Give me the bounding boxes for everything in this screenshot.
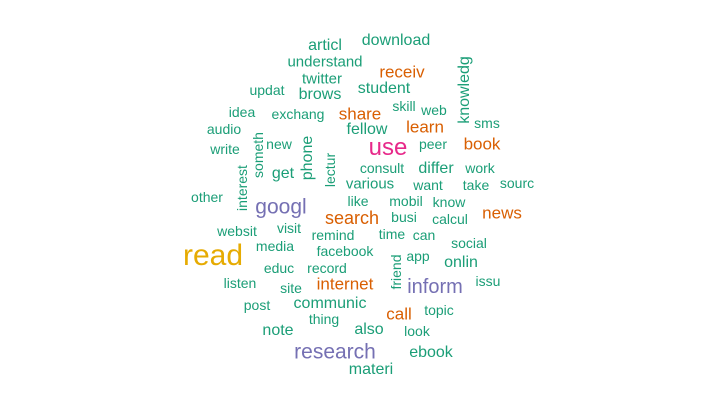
word-websit: websit <box>217 223 257 239</box>
word-write: write <box>210 141 240 157</box>
word-like: like <box>347 193 369 209</box>
word-idea: idea <box>228 104 256 120</box>
word-fellow: fellow <box>346 121 388 138</box>
word-share: share <box>338 104 382 124</box>
word-topic: topic <box>424 302 454 318</box>
word-site: site <box>280 280 302 296</box>
word-thing: thing <box>308 311 340 327</box>
word-post: post <box>243 297 271 313</box>
word-consult: consult <box>359 160 405 176</box>
word-note: note <box>262 322 294 339</box>
word-sms: sms <box>474 115 500 131</box>
word-twitter: twitter <box>301 70 343 88</box>
word-look: look <box>404 323 430 339</box>
word-time: time <box>378 226 406 242</box>
word-understand: understand <box>287 53 363 71</box>
word-internet: internet <box>316 274 374 294</box>
word-research: research <box>294 340 376 364</box>
word-take: take <box>462 177 490 193</box>
word-communic: communic <box>293 295 367 312</box>
word-call: call <box>386 304 412 324</box>
word-onlin: onlin <box>444 254 478 271</box>
word-interest: interest <box>234 165 250 211</box>
word-want: want <box>413 177 443 193</box>
word-ebook: ebook <box>409 344 453 361</box>
word-get: get <box>271 165 295 182</box>
word-facebook: facebook <box>316 243 374 259</box>
word-download: download <box>361 32 431 49</box>
word-peer: peer <box>418 136 448 152</box>
word-remind: remind <box>311 227 355 243</box>
word-media: media <box>255 238 295 254</box>
word-use: use <box>368 134 408 161</box>
word-search: search <box>324 208 380 228</box>
word-news: news <box>482 203 522 223</box>
word-book: book <box>463 134 501 154</box>
word-busi: busi <box>391 209 417 225</box>
word-materi: materi <box>348 361 394 378</box>
word-mobil: mobil <box>389 193 423 209</box>
word-exchang: exchang <box>271 106 325 122</box>
word-visit: visit <box>276 220 302 236</box>
word-learn: learn <box>406 117 444 137</box>
word-knowledg: knowledg <box>456 56 473 124</box>
word-lectur: lectur <box>322 152 338 188</box>
word-audio: audio <box>206 121 242 137</box>
word-inform: inform <box>407 276 463 298</box>
word-someth: someth <box>250 132 266 178</box>
word-other: other <box>191 189 223 205</box>
word-brows: brows <box>298 86 342 103</box>
word-receiv: receiv <box>379 62 425 82</box>
word-phone: phone <box>299 135 316 181</box>
word-articl: articl <box>308 37 342 54</box>
word-skill: skill <box>392 98 416 114</box>
word-listen: listen <box>223 275 257 291</box>
word-issu: issu <box>475 273 501 289</box>
word-updat: updat <box>249 82 285 98</box>
word-sourc: sourc <box>499 175 535 191</box>
word-work: work <box>465 160 495 176</box>
word-can: can <box>412 227 436 243</box>
word-read: read <box>182 239 244 272</box>
word-social: social <box>451 235 487 251</box>
word-educ: educ <box>263 260 295 276</box>
word-also: also <box>354 321 384 338</box>
word-calcul: calcul <box>432 211 468 227</box>
word-know: know <box>432 194 466 210</box>
word-googl: googl <box>255 195 307 219</box>
word-various: various <box>345 175 395 193</box>
word-friend: friend <box>388 254 404 290</box>
word-record: record <box>307 260 347 276</box>
word-web: web <box>421 102 447 118</box>
word-differ: differ <box>418 160 454 177</box>
word-new: new <box>266 136 292 152</box>
word-student: student <box>357 80 411 97</box>
word-app: app <box>406 248 430 264</box>
